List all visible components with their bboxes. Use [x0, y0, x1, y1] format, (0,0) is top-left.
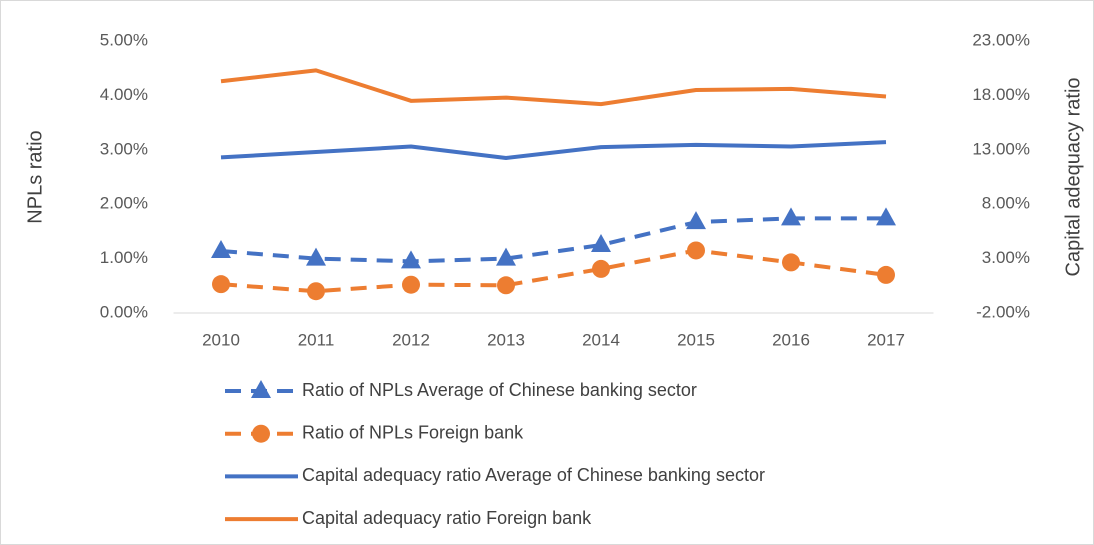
marker: [402, 275, 420, 294]
marker: [877, 265, 895, 284]
legend-text: Ratio of NPLs Foreign bank: [302, 422, 524, 442]
x-tick-label: 2015: [677, 330, 715, 349]
y2-tick-label: 23.00%: [972, 30, 1030, 49]
legend-text: Ratio of NPLs Average of Chinese banking…: [302, 380, 697, 400]
marker: [687, 241, 705, 260]
series-line: [220, 68, 887, 107]
marker: [686, 211, 706, 230]
marker: [497, 276, 515, 295]
legend-text: Capital adequacy ratio Average of Chines…: [302, 465, 765, 485]
legend-text: Capital adequacy ratio Foreign bank: [302, 508, 592, 528]
y-axis-title: NPLs ratio: [24, 130, 46, 223]
x-tick-label: 2017: [867, 330, 905, 349]
marker: [307, 282, 325, 301]
y-tick-label: 4.00%: [100, 85, 148, 104]
y2-tick-label: -2.00%: [976, 302, 1030, 321]
y-tick-label: 0.00%: [100, 302, 148, 321]
series-line: [220, 248, 887, 294]
y2-tick-label: 18.00%: [972, 85, 1030, 104]
marker: [252, 424, 270, 443]
x-tick-label: 2013: [487, 330, 525, 349]
x-tick-label: 2014: [582, 330, 620, 349]
marker: [876, 207, 896, 226]
y2-tick-label: 8.00%: [982, 194, 1030, 213]
x-tick-label: 2016: [772, 330, 810, 349]
x-tick-label: 2011: [298, 330, 335, 349]
marker: [306, 247, 326, 266]
marker: [211, 239, 231, 258]
series-line: [220, 216, 886, 264]
marker: [251, 380, 271, 398]
y2-tick-label: 13.00%: [972, 139, 1030, 158]
y-tick-label: 3.00%: [100, 139, 148, 158]
marker: [212, 275, 230, 294]
marker: [591, 234, 611, 252]
series-line: [220, 140, 887, 160]
marker: [592, 259, 610, 278]
x-tick-label: 2010: [202, 330, 240, 349]
y2-tick-label: 3.00%: [982, 248, 1030, 267]
y2-axis-title: Capital adequacy ratio: [1062, 77, 1084, 276]
marker: [781, 207, 801, 226]
y-tick-label: 2.00%: [100, 194, 148, 213]
x-tick-label: 2012: [392, 330, 430, 349]
y-tick-label: 1.00%: [100, 248, 148, 267]
y-tick-label: 5.00%: [100, 30, 148, 49]
marker: [782, 253, 800, 272]
marker: [401, 250, 421, 269]
marker: [496, 247, 516, 266]
